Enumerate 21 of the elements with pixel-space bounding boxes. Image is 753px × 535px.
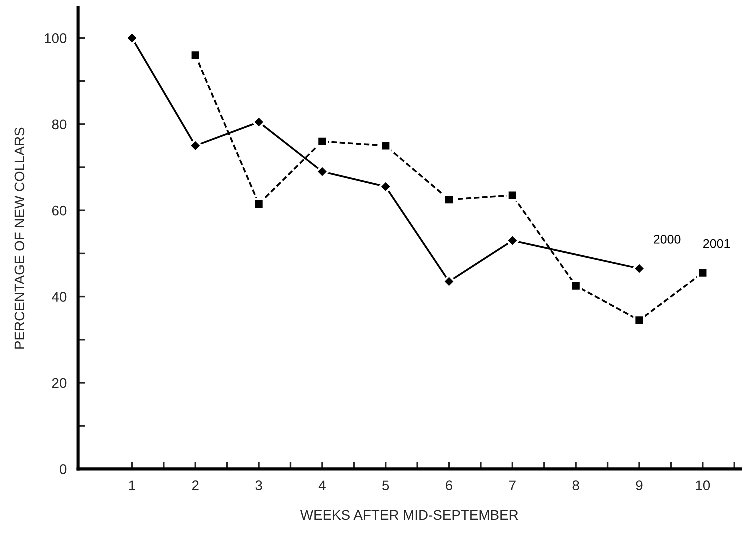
y-tick-label: 60 [52, 206, 67, 216]
x-tick-label: 1 [129, 480, 136, 490]
x-tick-label: 3 [256, 480, 262, 491]
x-tick-label: 6 [446, 480, 453, 491]
y-tick-label: 40 [52, 292, 67, 302]
x-tick-label: 7 [510, 480, 516, 490]
series-label: 2000 [654, 235, 681, 244]
x-tick-label: 4 [318, 480, 326, 490]
x-tick-label: 8 [572, 480, 580, 491]
y-tick-label: 0 [60, 464, 67, 474]
y-tick-label: 80 [52, 120, 67, 130]
y-axis-title: PERCENTAGE OF NEW COLLARS [14, 128, 25, 349]
series-label: 2001 [704, 239, 730, 248]
x-tick-label: 5 [382, 480, 390, 491]
x-tick-label: 2 [192, 480, 199, 490]
x-tick-label: 9 [636, 480, 643, 491]
x-axis-title: WEEKS AFTER MID-SEPTEMBER [300, 510, 518, 520]
y-tick-label: 100 [45, 34, 67, 44]
point [570, 280, 582, 292]
x-tick-label: 10 [696, 480, 710, 491]
y-tick-label: 20 [52, 378, 67, 388]
